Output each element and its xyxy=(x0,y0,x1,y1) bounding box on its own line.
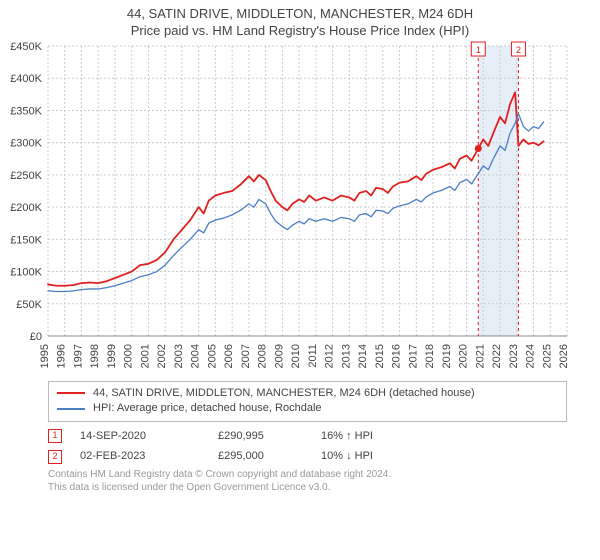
svg-text:£0: £0 xyxy=(30,331,42,343)
svg-text:2002: 2002 xyxy=(156,344,168,368)
svg-text:2: 2 xyxy=(516,45,521,55)
svg-text:2016: 2016 xyxy=(391,344,403,368)
svg-text:£250K: £250K xyxy=(10,170,42,182)
legend-swatch xyxy=(57,392,85,394)
svg-text:2018: 2018 xyxy=(424,344,436,368)
legend-label: 44, SATIN DRIVE, MIDDLETON, MANCHESTER, … xyxy=(93,386,475,401)
footer-line1: Contains HM Land Registry data © Crown c… xyxy=(48,469,567,482)
svg-text:2026: 2026 xyxy=(558,344,570,368)
svg-text:1: 1 xyxy=(476,45,481,55)
svg-text:2015: 2015 xyxy=(374,344,386,368)
footer-note: Contains HM Land Registry data © Crown c… xyxy=(48,469,567,494)
svg-text:2014: 2014 xyxy=(357,344,369,368)
chart-area: £0 £50K £100K £150K £200K £250K £300K £350K £400… xyxy=(0,40,600,375)
svg-text:2019: 2019 xyxy=(441,344,453,368)
svg-text:1998: 1998 xyxy=(89,344,101,368)
svg-text:2009: 2009 xyxy=(273,344,285,368)
svg-text:1997: 1997 xyxy=(72,344,84,368)
svg-text:2006: 2006 xyxy=(223,344,235,368)
footer-line2: This data is licensed under the Open Gov… xyxy=(48,482,567,495)
svg-text:2001: 2001 xyxy=(139,344,151,368)
svg-text:2024: 2024 xyxy=(525,344,537,368)
title-line1: 44, SATIN DRIVE, MIDDLETON, MANCHESTER, … xyxy=(0,6,600,23)
marker-pct: 16% ↑ HPI xyxy=(321,426,421,447)
svg-text:2021: 2021 xyxy=(474,344,486,368)
marker-date: 14-SEP-2020 xyxy=(80,426,200,447)
marker-row: 1 14-SEP-2020 £290,995 16% ↑ HPI xyxy=(48,426,567,447)
legend-swatch xyxy=(57,408,85,410)
svg-text:1996: 1996 xyxy=(56,344,68,368)
svg-text:2011: 2011 xyxy=(307,344,319,368)
svg-text:2022: 2022 xyxy=(491,344,503,368)
svg-text:2010: 2010 xyxy=(290,344,302,368)
svg-text:2007: 2007 xyxy=(240,344,252,368)
svg-text:1999: 1999 xyxy=(106,344,118,368)
svg-text:2025: 2025 xyxy=(541,344,553,368)
svg-text:2004: 2004 xyxy=(190,344,202,368)
svg-text:£300K: £300K xyxy=(10,137,42,149)
svg-text:2000: 2000 xyxy=(123,344,135,368)
chart-title: 44, SATIN DRIVE, MIDDLETON, MANCHESTER, … xyxy=(0,6,600,40)
legend-label: HPI: Average price, detached house, Roch… xyxy=(93,401,322,416)
svg-text:2012: 2012 xyxy=(324,344,336,368)
marker-pct: 10% ↓ HPI xyxy=(321,446,421,467)
svg-text:2013: 2013 xyxy=(340,344,352,368)
svg-text:1995: 1995 xyxy=(39,344,51,368)
marker-price: £290,995 xyxy=(218,426,303,447)
svg-text:£100K: £100K xyxy=(10,266,42,278)
marker-number-box: 1 xyxy=(48,429,62,443)
marker-price: £295,000 xyxy=(218,446,303,467)
svg-text:2005: 2005 xyxy=(206,344,218,368)
svg-text:£150K: £150K xyxy=(10,234,42,246)
legend-item: 44, SATIN DRIVE, MIDDLETON, MANCHESTER, … xyxy=(57,386,558,401)
svg-text:£50K: £50K xyxy=(16,299,42,311)
svg-text:£400K: £400K xyxy=(10,73,42,85)
svg-text:2003: 2003 xyxy=(173,344,185,368)
title-line2: Price paid vs. HM Land Registry's House … xyxy=(0,23,600,40)
marker-table: 1 14-SEP-2020 £290,995 16% ↑ HPI 2 02-FEB-202… xyxy=(48,426,567,468)
marker-row: 2 02-FEB-2023 £295,000 10% ↓ HPI xyxy=(48,446,567,467)
svg-text:£350K: £350K xyxy=(10,105,42,117)
line-chart-svg: £0 £50K £100K £150K £200K £250K £300K £350K £400… xyxy=(0,40,600,375)
svg-text:2020: 2020 xyxy=(458,344,470,368)
svg-text:2023: 2023 xyxy=(508,344,520,368)
marker-date: 02-FEB-2023 xyxy=(80,446,200,467)
svg-text:2008: 2008 xyxy=(257,344,269,368)
marker-number-box: 2 xyxy=(48,450,62,464)
svg-text:£450K: £450K xyxy=(10,41,42,53)
svg-text:£200K: £200K xyxy=(10,202,42,214)
legend-item: HPI: Average price, detached house, Roch… xyxy=(57,401,558,416)
legend: 44, SATIN DRIVE, MIDDLETON, MANCHESTER, … xyxy=(48,381,567,422)
svg-text:2017: 2017 xyxy=(407,344,419,368)
